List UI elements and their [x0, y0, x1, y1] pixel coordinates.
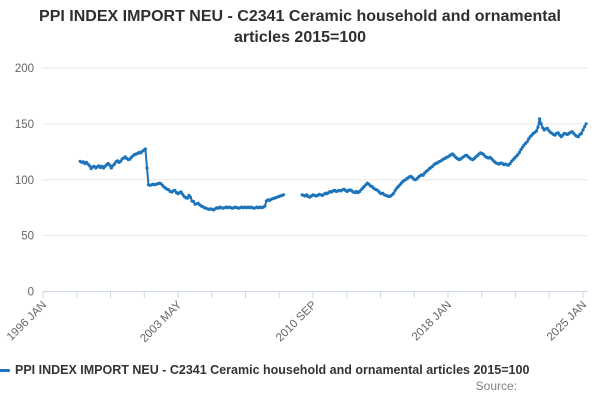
legend-item[interactable]: PPI INDEX IMPORT NEU - C2341 Ceramic hou…	[0, 363, 600, 377]
svg-text:2018 JAN: 2018 JAN	[410, 299, 454, 343]
legend-label: PPI INDEX IMPORT NEU - C2341 Ceramic hou…	[15, 363, 530, 377]
svg-text:2010 SEP: 2010 SEP	[274, 299, 319, 344]
source-label: Source:	[475, 379, 517, 393]
svg-text:2003 MAY: 2003 MAY	[138, 299, 184, 345]
chart-title: PPI INDEX IMPORT NEU - C2341 Ceramic hou…	[39, 8, 561, 47]
svg-text:150: 150	[15, 119, 34, 131]
chart-plot-area: 0 50 100 150 200 1996 JAN 2003 MAY 2010 SEP 2018…	[5, 63, 589, 345]
svg-text:0: 0	[28, 287, 34, 299]
svg-text:200: 200	[15, 63, 34, 75]
svg-text:1996 JAN: 1996 JAN	[5, 299, 49, 343]
svg-text:50: 50	[21, 231, 34, 243]
svg-text:2025 JAN: 2025 JAN	[545, 299, 589, 343]
legend-line-icon	[0, 368, 10, 372]
svg-text:100: 100	[15, 175, 34, 187]
